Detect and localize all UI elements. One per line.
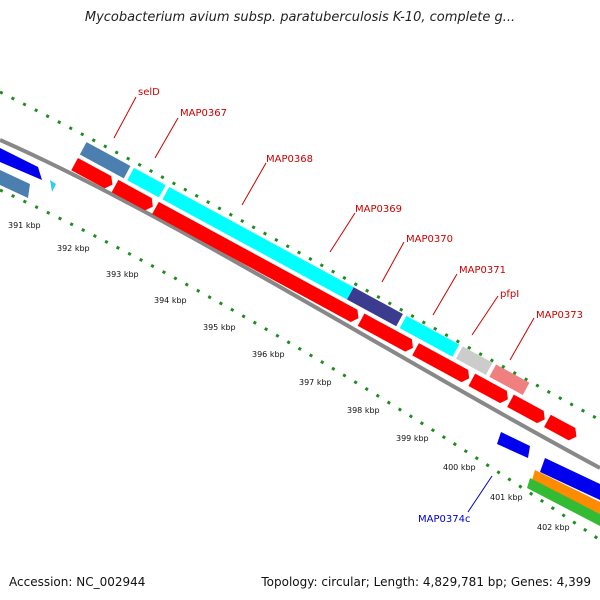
leader-pfpI	[471, 295, 499, 336]
topology-summary: Topology: circular; Length: 4,829,781 bp…	[261, 575, 591, 589]
leader-MAP0370	[381, 241, 405, 283]
label-MAP0368[interactable]: MAP0368	[266, 154, 313, 165]
orf-5	[412, 343, 470, 383]
label-leaders	[113, 96, 535, 361]
label-MAP0369[interactable]: MAP0369	[355, 204, 402, 215]
leader-MAP0373	[509, 317, 535, 361]
leader-MAP0371	[432, 273, 458, 316]
tick-label: 401 kbp	[490, 493, 523, 502]
inner-tick-track	[0, 188, 600, 542]
tick-label: 396 kbp	[252, 350, 285, 359]
gene-left-blue-upper	[0, 148, 42, 180]
tick-label: 395 kbp	[203, 323, 236, 332]
accession-text: Accession: NC_002944	[9, 575, 146, 589]
orf-3	[152, 201, 359, 323]
orf-8	[544, 414, 577, 441]
gene-MAP0370	[399, 315, 460, 357]
tick-label: 391 kbp	[8, 221, 41, 230]
tick-label: 402 kbp	[537, 523, 570, 532]
label-MAP0373[interactable]: MAP0373	[536, 310, 583, 321]
orf-7	[507, 394, 545, 424]
leader-MAP0369	[329, 212, 356, 253]
gene-pfpI	[489, 364, 530, 395]
orf-1	[71, 157, 113, 189]
gene-right-blue	[540, 458, 600, 500]
tick-label: 398 kbp	[347, 406, 380, 415]
gene-MAP0374c	[497, 432, 530, 458]
gene-MAP0369	[347, 287, 403, 327]
backbone	[0, 138, 600, 470]
leader-MAP0367	[154, 117, 179, 159]
gene-small-cyan-marker	[50, 180, 56, 192]
gene-MAP0367	[127, 167, 166, 198]
tick-label: 397 kbp	[299, 378, 332, 387]
leader-MAP0374c	[467, 475, 493, 513]
label-MAP0367[interactable]: MAP0367	[180, 108, 227, 119]
gene-selD	[79, 142, 131, 179]
gene-MAP0368	[162, 187, 354, 300]
label-pfpI[interactable]: pfpI	[500, 289, 519, 300]
tick-label: 392 kbp	[57, 244, 90, 253]
tick-label: 399 kbp	[396, 434, 429, 443]
leader-selD	[113, 96, 137, 139]
label-MAP0371[interactable]: MAP0371	[459, 265, 506, 276]
gene-left-blue-lower	[0, 170, 30, 198]
tick-label: 400 kbp	[443, 463, 476, 472]
leader-MAP0368	[241, 162, 267, 206]
orf-2	[111, 179, 153, 211]
gene-MAP0371	[455, 346, 493, 375]
label-MAP0370[interactable]: MAP0370	[406, 234, 453, 245]
orf-6	[468, 373, 508, 404]
label-selD[interactable]: selD	[138, 87, 160, 98]
map-title: Mycobacterium avium subsp. paratuberculo…	[84, 10, 516, 25]
orf-4	[357, 313, 413, 352]
forward-gene-row	[71, 142, 577, 441]
tick-label: 394 kbp	[154, 296, 187, 305]
tick-label: 393 kbp	[106, 270, 139, 279]
outer-tick-track	[0, 90, 600, 422]
label-MAP0374c[interactable]: MAP0374c	[418, 514, 470, 525]
gene-right-orange	[532, 470, 600, 514]
gene-right-green	[527, 478, 600, 526]
